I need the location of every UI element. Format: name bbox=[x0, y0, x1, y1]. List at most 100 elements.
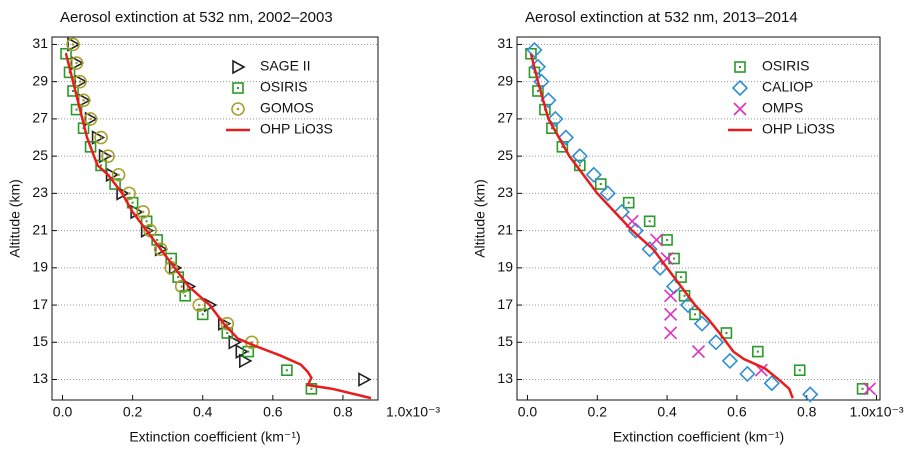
marker-cross bbox=[664, 307, 678, 321]
dot bbox=[739, 66, 741, 68]
dot bbox=[75, 61, 78, 65]
marker-square bbox=[95, 159, 107, 172]
dot bbox=[285, 369, 288, 372]
marker-square bbox=[720, 327, 733, 339]
legend-label: GOMOS bbox=[260, 100, 314, 116]
ring bbox=[66, 37, 80, 52]
dot bbox=[117, 173, 120, 177]
y-tick-label: 19 bbox=[32, 259, 48, 275]
x-tick-label: 0.8 bbox=[797, 404, 817, 420]
dot bbox=[72, 89, 75, 92]
square bbox=[622, 196, 635, 209]
y-tick-label: 13 bbox=[32, 370, 48, 386]
marker-square bbox=[752, 345, 764, 358]
dot bbox=[99, 136, 103, 139]
square bbox=[70, 103, 83, 116]
x-axis-label: Extinction coefficient (km⁻¹) bbox=[613, 429, 784, 445]
dot bbox=[141, 210, 145, 214]
y-tick-label: 29 bbox=[497, 72, 513, 88]
dot bbox=[236, 107, 240, 111]
dot bbox=[169, 266, 173, 270]
marker-diamond bbox=[731, 79, 749, 97]
dot bbox=[536, 89, 539, 92]
line bbox=[529, 53, 794, 399]
ring bbox=[94, 130, 108, 145]
dot bbox=[756, 350, 759, 353]
y-axis-label: Altitude (km) bbox=[472, 179, 488, 258]
marker-diamond bbox=[641, 241, 658, 258]
dot bbox=[725, 331, 728, 334]
dot bbox=[561, 145, 564, 148]
legend-label: OMPS bbox=[762, 100, 803, 116]
x-tick-label: 0.6 bbox=[727, 404, 747, 420]
marker-triangle bbox=[67, 37, 81, 52]
y-tick-label: 27 bbox=[32, 110, 48, 126]
y-tick-label: 19 bbox=[497, 259, 513, 275]
square bbox=[594, 178, 607, 190]
marker-triangle bbox=[232, 59, 246, 75]
dot bbox=[247, 350, 250, 353]
marker-diamond bbox=[707, 334, 725, 351]
ring bbox=[153, 242, 168, 257]
y-tick-label: 15 bbox=[32, 333, 48, 349]
marker-circle bbox=[69, 56, 84, 70]
dot bbox=[180, 285, 183, 288]
marker-circle bbox=[83, 112, 98, 126]
ring bbox=[101, 149, 115, 163]
dot bbox=[177, 276, 180, 279]
dot bbox=[100, 164, 103, 167]
y-tick-label: 31 bbox=[32, 35, 48, 51]
marker-triangle bbox=[238, 353, 253, 369]
dot bbox=[78, 80, 82, 83]
ring bbox=[192, 298, 207, 312]
marker-square bbox=[793, 364, 806, 377]
marker-triangle bbox=[140, 223, 155, 238]
x-tick-label: 1.0x10⁻³ bbox=[849, 404, 903, 420]
dot bbox=[225, 322, 229, 325]
marker-circle bbox=[192, 298, 207, 312]
marker-square bbox=[70, 103, 83, 116]
dot bbox=[75, 108, 78, 111]
marker-diamond bbox=[599, 185, 616, 202]
marker-circle bbox=[136, 205, 150, 219]
marker-cross bbox=[664, 289, 678, 303]
x-tick-label: 0.6 bbox=[263, 404, 283, 420]
square bbox=[793, 364, 806, 377]
marker-cross bbox=[862, 382, 877, 396]
marker-square bbox=[594, 178, 607, 190]
y-tick-label: 15 bbox=[497, 333, 513, 349]
marker-square bbox=[856, 383, 869, 395]
y-tick-label: 17 bbox=[497, 296, 513, 312]
square bbox=[661, 234, 673, 246]
marker-square bbox=[734, 61, 746, 73]
dot bbox=[666, 238, 669, 241]
dot bbox=[237, 87, 239, 89]
plot-frame bbox=[516, 36, 881, 401]
dot bbox=[106, 154, 110, 158]
dot bbox=[197, 303, 201, 307]
dot bbox=[226, 331, 229, 334]
marker-square bbox=[281, 364, 293, 377]
y-tick-label: 21 bbox=[32, 221, 48, 237]
y-tick-label: 21 bbox=[497, 221, 513, 237]
marker-diamond bbox=[571, 148, 588, 165]
marker-square bbox=[305, 383, 318, 395]
dot bbox=[599, 183, 602, 186]
marker-triangle bbox=[91, 130, 106, 145]
square bbox=[232, 82, 244, 94]
ring bbox=[69, 56, 84, 70]
square bbox=[689, 308, 701, 321]
marker-triangle bbox=[84, 111, 99, 127]
square bbox=[281, 364, 293, 377]
dot bbox=[627, 201, 630, 204]
marker-triangle bbox=[168, 260, 183, 276]
marker-diamond bbox=[802, 386, 819, 403]
marker-diamond bbox=[526, 41, 543, 59]
square bbox=[734, 61, 746, 73]
dot bbox=[131, 201, 134, 204]
marker-triangle bbox=[235, 344, 249, 359]
x-tick-label: 0.0 bbox=[53, 404, 73, 420]
marker-triangle bbox=[228, 334, 242, 350]
dot bbox=[145, 220, 148, 223]
marker-square bbox=[668, 252, 680, 265]
